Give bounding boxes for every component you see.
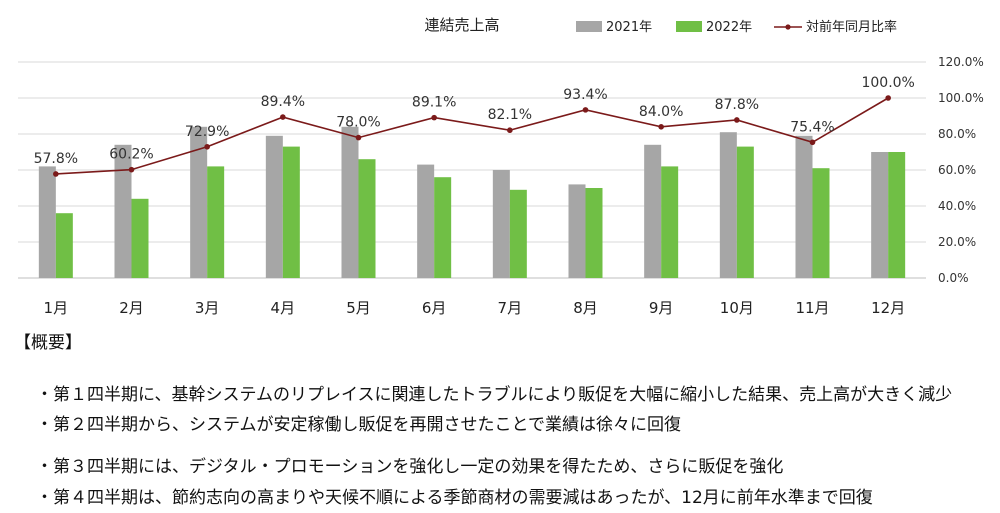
ratio-line-path [55,97,889,175]
bar-2022-6 [434,177,452,278]
ratio-label-8: 93.4% [563,87,607,103]
bar-2022-2 [131,198,149,278]
legend-swatch-2021 [576,21,602,32]
ratio-marker-2 [128,166,135,173]
x-tick-6: 6月 [422,299,447,317]
ratio-label-9: 84.0% [639,104,683,120]
x-tick-10: 10月 [720,299,754,317]
ratio-label-10: 87.8% [715,97,759,113]
bar-2022-5 [358,159,376,278]
bar-2022-11 [812,168,830,278]
x-tick-11: 11月 [795,299,829,317]
ratio-marker-3 [204,143,210,150]
right-tick-6: 120.0% [938,55,984,69]
ratio-marker-6 [431,114,437,121]
legend-label-2021: 2021年 [606,20,652,35]
ratio-marker-4 [280,114,286,120]
summary-item-q4: ・第４四半期は、節約志向の高まりや天候不順による季節商材の需要減はあったが、12… [36,488,873,508]
bar-2021-12 [871,152,889,278]
chart-title: 連結売上高 [424,16,499,34]
ratio-marker-7 [507,127,513,134]
ratio-marker-5 [355,134,362,141]
bar-2021-8 [568,184,586,278]
ratio-marker-12 [885,95,891,101]
right-tick-2: 40.0% [938,199,976,213]
ratio-label-11: 75.4% [790,119,834,135]
bar-2022-1 [55,213,73,278]
legend-marker-ratio [785,24,791,30]
bar-2021-1 [38,166,56,278]
right-tick-5: 100.0% [938,91,984,105]
bar-2021-6 [417,164,435,278]
bar-2021-4 [265,135,283,278]
gridlines [18,61,926,243]
summary-heading: 【概要】 [14,333,82,353]
bar-2021-3 [190,126,208,278]
bar-2021-11 [795,135,813,278]
ratio-line: 57.8% 60.2% 72.9% 89.4% 78.0% 89.1% 82.1% 93.4%… [34,75,915,177]
ratio-label-5: 78.0% [336,115,380,131]
bar-2021-2 [114,144,132,278]
bar-2022-12 [888,152,906,278]
ratio-label-2: 60.2% [109,147,153,163]
sales-chart: 連結売上高 2021年 2022年 対前年同月比率 57.8% 60.2% 72.9… [18,16,984,317]
bar-2021-10 [719,132,737,278]
summary-item-q1: ・第１四半期に、基幹システムのリプレイスに関連したトラブルにより販促を大幅に縮小… [36,385,953,405]
x-tick-7: 7月 [498,299,523,317]
legend-label-2022: 2022年 [706,20,752,35]
x-tick-labels: 1月 2月 3月 4月 5月 6月 7月 8月 9月 10月 11月 12月 [44,299,906,317]
right-tick-3: 60.0% [938,163,976,177]
right-tick-4: 80.0% [938,127,976,141]
ratio-marker-1 [53,171,59,177]
ratio-label-7: 82.1% [488,107,532,123]
ratio-marker-8 [582,107,589,113]
bar-2022-3 [207,166,225,278]
x-tick-5: 5月 [346,299,371,317]
ratio-label-3: 72.9% [185,124,229,140]
summary-item-q2: ・第２四半期から、システムが安定稼働し販促を再開させたことで業績は徐々に回復 [36,415,681,435]
bar-2021-7 [492,170,510,278]
x-tick-12: 12月 [871,299,905,317]
legend-label-ratio: 対前年同月比率 [806,19,897,35]
bars [38,126,906,278]
right-axis-tick-labels: 0.0% 20.0% 40.0% 60.0% 80.0% 100.0% 120.0% [938,55,984,285]
bar-2022-10 [736,146,754,278]
bar-2022-9 [661,166,679,278]
bar-2022-4 [282,146,300,278]
bar-2021-5 [341,126,359,278]
x-tick-2: 2月 [119,299,144,317]
bar-2022-7 [509,189,527,278]
x-tick-4: 4月 [271,299,296,317]
x-tick-1: 1月 [44,299,69,317]
ratio-marker-9 [658,124,664,130]
right-tick-0: 0.0% [938,271,969,285]
summary-item-q3: ・第３四半期には、デジタル・プロモーションを強化し一定の効果を得たため、さらに販… [36,457,784,477]
ratio-marker-11 [809,139,816,146]
bar-2021-9 [644,144,662,278]
right-tick-1: 20.0% [938,235,976,249]
ratio-label-1: 57.8% [34,151,78,167]
bar-2022-8 [585,188,603,278]
ratio-marker-10 [734,117,740,123]
legend: 2021年 2022年 対前年同月比率 [576,19,897,35]
legend-swatch-2022 [676,21,702,32]
ratio-label-12: 100.0% [861,75,914,91]
ratio-label-6: 89.1% [412,95,456,111]
x-tick-9: 9月 [649,299,674,317]
ratio-label-4: 89.4% [261,94,305,110]
x-tick-8: 8月 [573,299,598,317]
x-tick-3: 3月 [195,299,220,317]
